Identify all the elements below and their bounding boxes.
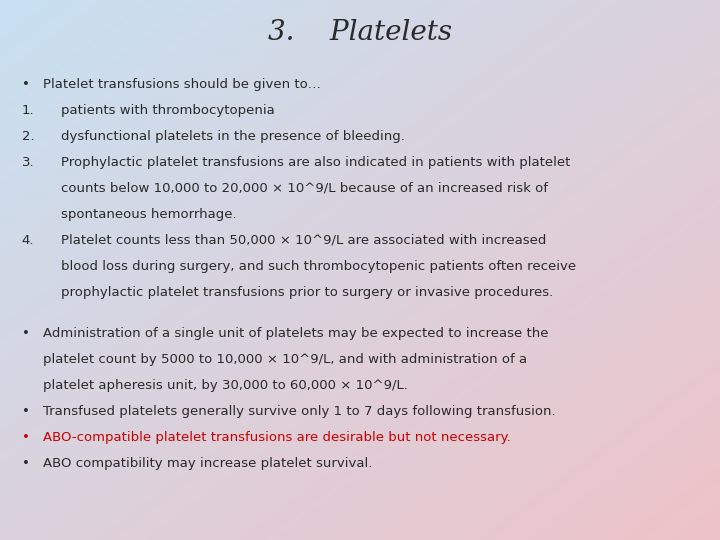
Text: spontaneous hemorrhage.: spontaneous hemorrhage. — [61, 208, 237, 221]
Text: 3.    Platelets: 3. Platelets — [268, 19, 452, 46]
Text: dysfunctional platelets in the presence of bleeding.: dysfunctional platelets in the presence … — [61, 130, 405, 143]
Text: •: • — [22, 457, 30, 470]
Text: •: • — [22, 405, 30, 418]
Text: platelet count by 5000 to 10,000 × 10^9/L, and with administration of a: platelet count by 5000 to 10,000 × 10^9/… — [43, 353, 527, 366]
Text: •: • — [22, 431, 30, 444]
Text: platelet apheresis unit, by 30,000 to 60,000 × 10^9/L.: platelet apheresis unit, by 30,000 to 60… — [43, 379, 408, 392]
Text: 3.: 3. — [22, 156, 35, 169]
Text: •: • — [22, 78, 30, 91]
Text: Transfused platelets generally survive only 1 to 7 days following transfusion.: Transfused platelets generally survive o… — [43, 405, 556, 418]
Text: blood loss during surgery, and such thrombocytopenic patients often receive: blood loss during surgery, and such thro… — [61, 260, 576, 273]
Text: counts below 10,000 to 20,000 × 10^9/L because of an increased risk of: counts below 10,000 to 20,000 × 10^9/L b… — [61, 182, 548, 195]
Text: 2.: 2. — [22, 130, 35, 143]
Text: Administration of a single unit of platelets may be expected to increase the: Administration of a single unit of plate… — [43, 327, 549, 340]
Text: ABO-compatible platelet transfusions are desirable but not necessary.: ABO-compatible platelet transfusions are… — [43, 431, 511, 444]
Text: patients with thrombocytopenia: patients with thrombocytopenia — [61, 104, 279, 117]
Text: prophylactic platelet transfusions prior to surgery or invasive procedures.: prophylactic platelet transfusions prior… — [61, 286, 554, 299]
Text: 4.: 4. — [22, 234, 34, 247]
Text: Prophylactic platelet transfusions are also indicated in patients with platelet: Prophylactic platelet transfusions are a… — [61, 156, 570, 169]
Text: 1.: 1. — [22, 104, 35, 117]
Text: ABO compatibility may increase platelet survival.: ABO compatibility may increase platelet … — [43, 457, 372, 470]
Text: Platelet transfusions should be given to…: Platelet transfusions should be given to… — [43, 78, 321, 91]
Text: Platelet counts less than 50,000 × 10^9/L are associated with increased: Platelet counts less than 50,000 × 10^9/… — [61, 234, 546, 247]
Text: •: • — [22, 327, 30, 340]
